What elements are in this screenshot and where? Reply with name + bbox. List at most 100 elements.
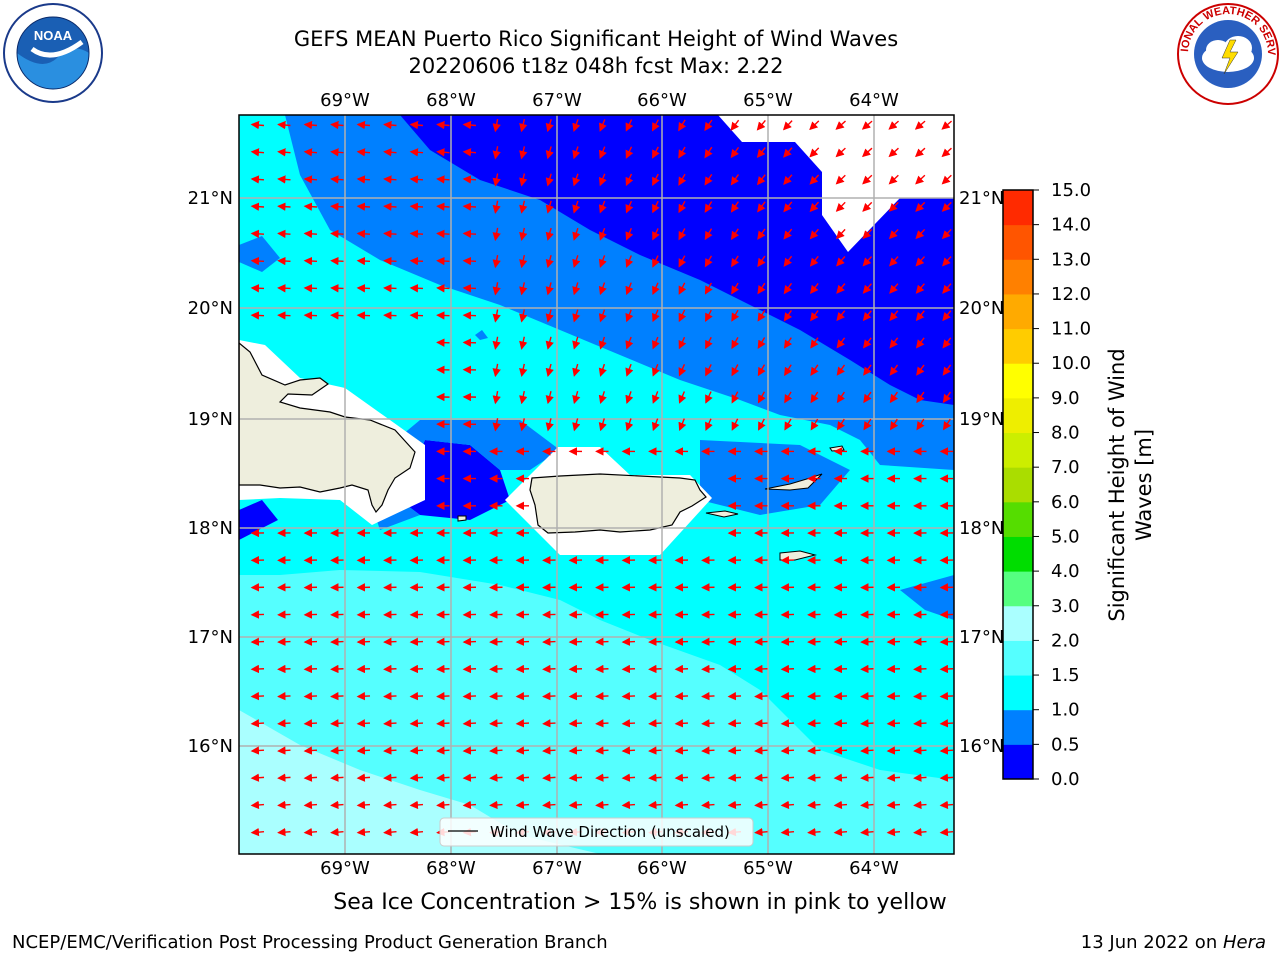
- wind-wave-arrow: [277, 229, 291, 239]
- wind-wave-arrow: [250, 175, 265, 184]
- wind-wave-arrow: [436, 800, 450, 810]
- wind-wave-arrow: [383, 691, 397, 701]
- wind-wave-arrow: [542, 719, 556, 728]
- wind-wave-arrow: [383, 719, 397, 728]
- wind-wave-arrow: [860, 827, 874, 837]
- wind-wave-arrow: [784, 364, 793, 377]
- wind-wave-arrow: [250, 256, 265, 266]
- wind-wave-arrow: [545, 146, 554, 160]
- wind-wave-arrow: [648, 719, 662, 728]
- wind-wave-arrow: [730, 119, 740, 131]
- colorbar-tick-label: 2.0: [1051, 630, 1080, 651]
- wind-wave-arrow: [519, 254, 528, 269]
- virgin-islands: [764, 473, 823, 491]
- wind-wave-arrow: [678, 201, 687, 214]
- wind-wave-arrow: [303, 148, 318, 157]
- wind-wave-arrow: [515, 773, 530, 782]
- wind-wave-arrow: [492, 146, 501, 160]
- wind-wave-arrow: [780, 773, 795, 782]
- wind-wave-arrow: [678, 119, 687, 132]
- wind-wave-arrow: [383, 148, 397, 157]
- wind-wave-arrow: [652, 173, 660, 186]
- wind-wave-arrow: [942, 364, 952, 376]
- wind-wave-arrow: [809, 255, 819, 267]
- wind-wave-arrow: [941, 228, 952, 240]
- colorbar-segment: [1003, 675, 1033, 711]
- lon-label-bottom: 65°W: [743, 858, 793, 879]
- wind-wave-arrow: [863, 418, 872, 431]
- wind-wave-arrow: [621, 800, 636, 810]
- wind-wave-arrow: [731, 418, 740, 431]
- wind-wave-arrow: [780, 800, 795, 810]
- wind-wave-arrow: [889, 283, 899, 294]
- wind-wave-arrow: [409, 284, 424, 293]
- wind-wave-arrow: [598, 309, 607, 323]
- wind-wave-arrow: [356, 827, 371, 837]
- wind-wave-arrow: [888, 120, 900, 130]
- wind-wave-arrow: [250, 800, 265, 810]
- wind-wave-arrow: [835, 174, 846, 185]
- wind-wave-arrow: [780, 746, 795, 755]
- lon-labels: 69°W 68°W 67°W 66°W 65°W 64°W 69°W 68°W …: [320, 90, 899, 879]
- wind-wave-arrow: [462, 664, 477, 674]
- wind-wave-arrow: [515, 800, 530, 810]
- wind-wave-arrow: [754, 773, 768, 782]
- wind-wave-arrow: [942, 418, 952, 431]
- wind-wave-arrow: [436, 256, 450, 266]
- wind-wave-arrow: [860, 773, 874, 782]
- wind-wave-arrow: [833, 800, 848, 810]
- wind-wave-arrow: [330, 664, 344, 674]
- lat-label-left: 17°N: [188, 627, 233, 648]
- colorbar-tick-label: 0.5: [1051, 734, 1080, 755]
- wind-wave-arrow: [835, 228, 846, 240]
- wind-wave-arrow: [780, 691, 795, 701]
- wind-wave-arrow: [595, 773, 609, 782]
- lat-label-left: 16°N: [188, 736, 233, 757]
- wind-wave-arrow: [568, 800, 583, 810]
- wind-wave-arrow: [330, 719, 344, 728]
- lon-label-bottom: 68°W: [426, 858, 476, 879]
- wind-wave-arrow: [383, 284, 397, 293]
- colorbar-label-line2: Waves [m]: [1132, 429, 1156, 541]
- wind-wave-arrow: [889, 364, 899, 376]
- wind-wave-arrow: [835, 120, 846, 130]
- wind-wave-arrow: [599, 119, 607, 132]
- wind-wave-arrow: [519, 418, 528, 432]
- wind-wave-arrow: [330, 773, 344, 782]
- wind-wave-arrow: [780, 664, 795, 674]
- wind-wave-arrow: [939, 691, 954, 701]
- wind-wave-arrow: [783, 310, 793, 322]
- colorbar-segment: [1003, 536, 1033, 572]
- wind-wave-arrow: [330, 746, 344, 755]
- wind-wave-arrow: [572, 336, 581, 350]
- wind-wave-arrow: [942, 337, 952, 349]
- wind-wave-arrow: [356, 746, 371, 755]
- wave-band-0-0.5-west: [239, 500, 278, 540]
- colorbar-tick-label: 1.5: [1051, 665, 1080, 686]
- wind-wave-arrow: [330, 827, 344, 837]
- wind-wave-arrow: [674, 691, 689, 701]
- wind-wave-arrow: [939, 719, 954, 728]
- wind-wave-arrow: [757, 364, 766, 377]
- wind-wave-arrow: [704, 119, 713, 132]
- wind-wave-arrow: [436, 175, 450, 184]
- colorbar-segment: [1003, 605, 1033, 641]
- colorbar-tick-label: 11.0: [1051, 319, 1091, 340]
- wind-wave-arrow: [941, 147, 952, 158]
- vieques-island: [705, 510, 739, 518]
- wind-wave-arrow: [648, 800, 662, 810]
- wind-wave-arrow: [651, 119, 660, 132]
- wind-wave-arrow: [915, 174, 926, 185]
- wind-wave-arrow: [731, 364, 740, 377]
- wind-wave-arrow: [250, 202, 265, 211]
- lon-label-bottom: 66°W: [637, 858, 687, 879]
- svg-text:NOAA: NOAA: [34, 28, 73, 43]
- wind-wave-arrow: [941, 201, 952, 212]
- wind-wave-arrow: [383, 120, 397, 130]
- wind-wave-arrow: [356, 773, 371, 782]
- lon-label-bottom: 64°W: [849, 858, 899, 879]
- wind-wave-arrow: [783, 147, 793, 158]
- wind-wave-arrow: [436, 719, 450, 728]
- wind-wave-arrow: [409, 773, 424, 782]
- wind-wave-arrow: [542, 773, 556, 782]
